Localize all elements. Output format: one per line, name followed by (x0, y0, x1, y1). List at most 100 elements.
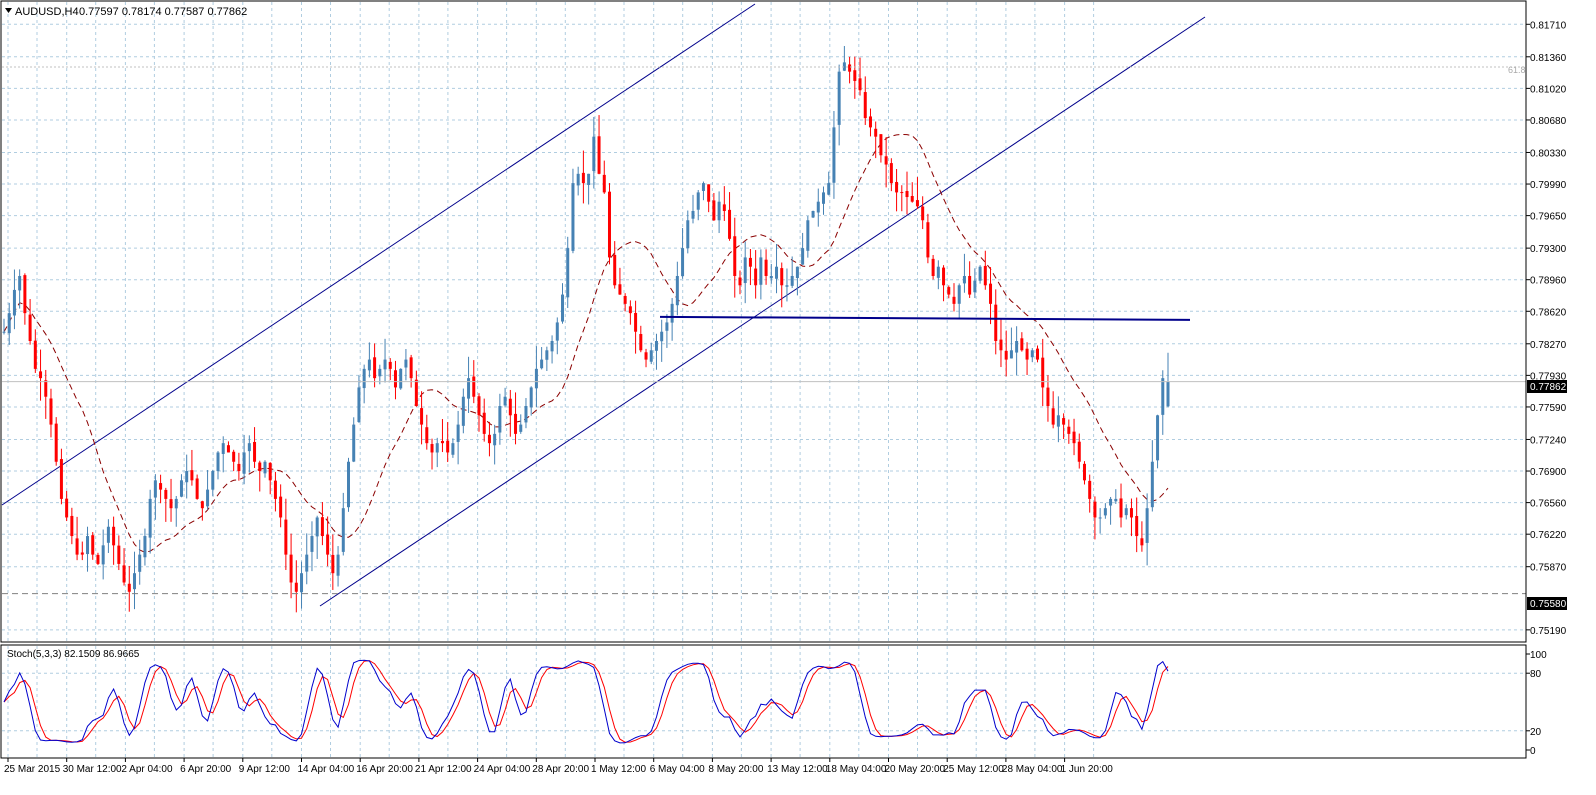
bear-candle (59, 459, 63, 499)
bull-candle (775, 266, 779, 279)
bear-candle (1093, 501, 1097, 518)
price-tick-label: 0.76560 (1530, 499, 1567, 510)
bull-candle (837, 71, 841, 125)
bear-candle (733, 236, 737, 276)
time-axis[interactable]: 25 Mar 2015 30 Mar 12:00 2 Apr 04:00 6 Apr … (4, 758, 1113, 775)
bear-candle (393, 370, 397, 388)
bear-candle (863, 92, 867, 119)
bear-candle (320, 517, 324, 537)
ohlc-values: 0.77597 0.78174 0.77587 0.77862 (79, 6, 247, 18)
time-tick-label: 30 Mar 12:00 (63, 764, 122, 775)
price-tick-label: 0.81710 (1530, 20, 1567, 31)
bear-candle (200, 501, 204, 509)
bull-candle (681, 248, 685, 277)
fibonacci-level-label: 61.8 (1508, 65, 1526, 75)
bull-candle (148, 498, 152, 538)
bull-candle (216, 452, 220, 472)
bear-candle (49, 398, 53, 425)
stochastic-pane-border (0, 644, 1527, 759)
bear-candle (237, 463, 241, 472)
neckline[interactable] (659, 315, 1191, 321)
bull-candle (696, 192, 700, 210)
bear-candle (331, 554, 335, 574)
bull-candle (1030, 350, 1034, 358)
bull-candle (1098, 517, 1102, 519)
bull-candle (310, 536, 314, 552)
bear-candle (780, 268, 784, 286)
bull-candle (300, 573, 304, 593)
bull-candle (832, 127, 836, 183)
trend-channel[interactable] (1, 3, 1206, 607)
price-axis[interactable]: 0.81710 0.81360 0.81020 0.80680 0.80330 0.799… (1526, 20, 1567, 637)
dropdown-triangle-icon[interactable] (5, 8, 12, 13)
horizontal-lines[interactable] (2, 66, 1526, 595)
bull-candle (263, 461, 267, 474)
bull-candle (660, 331, 664, 342)
bull-candle (18, 275, 22, 291)
price-pane[interactable] (0, 0, 1527, 643)
bull-candle (461, 396, 465, 426)
bear-candle (33, 340, 37, 369)
bear-candle (75, 538, 79, 555)
bull-candle (1124, 508, 1128, 516)
bear-candle (628, 306, 632, 314)
bear-candle (54, 423, 58, 462)
time-tick-label: 1 Jun 20:00 (1061, 764, 1114, 775)
bear-candle (712, 200, 716, 221)
bear-candle (425, 427, 429, 444)
bull-candle (686, 220, 690, 249)
bull-candle (701, 183, 705, 191)
bear-candle (895, 181, 899, 193)
bull-candle (1161, 378, 1165, 415)
time-tick-label: 9 Apr 12:00 (239, 764, 291, 775)
bull-candle (816, 201, 820, 213)
stoch-tick-label: 0 (1530, 746, 1536, 757)
bear-candle (879, 134, 883, 156)
time-tick-label: 20 May 20:00 (885, 764, 946, 775)
stochastic-axis: 100 80 20 0 (1526, 650, 1547, 757)
bear-candle (446, 440, 450, 453)
bull-candle (305, 554, 309, 572)
bear-candle (1129, 508, 1133, 518)
bull-candle (936, 266, 940, 278)
stochastic-grid (2, 646, 1526, 757)
bear-candle (112, 526, 116, 546)
bull-candle (315, 517, 319, 537)
bull-candle (352, 424, 356, 462)
bull-candle (821, 192, 825, 204)
bear-candle (258, 462, 262, 472)
bear-candle (169, 499, 173, 509)
bear-candle (164, 489, 168, 499)
price-pane-border (0, 0, 1527, 643)
bear-candle (1140, 538, 1144, 546)
price-tick-label: 0.78270 (1530, 340, 1567, 351)
bull-candle (383, 359, 387, 370)
price-tick-label: 0.76220 (1530, 530, 1567, 541)
bull-candle (545, 350, 549, 360)
stochastic-pane[interactable] (0, 644, 1527, 759)
channel-lower-line[interactable] (319, 16, 1206, 607)
bull-candle (566, 248, 570, 298)
bear-candle (294, 582, 298, 592)
current-price-tag: 0.77862 (1527, 380, 1567, 393)
bear-candle (581, 172, 585, 184)
support-price-tag-bg (1527, 597, 1567, 610)
bear-candle (1135, 516, 1139, 537)
bear-candle (915, 200, 919, 207)
moving-average (3, 133, 1169, 553)
stoch-tick-label: 100 (1530, 650, 1547, 661)
time-tick-label: 25 Mar 2015 (4, 764, 61, 775)
price-grid (2, 2, 1526, 641)
channel-upper-line[interactable] (1, 3, 756, 506)
bear-candle (905, 191, 909, 198)
bull-candle (174, 498, 178, 509)
bear-candle (472, 376, 476, 397)
support-price-tag-label: 0.75580 (1530, 599, 1567, 610)
symbol-header: AUDUSD,H4 0.77597 0.78174 0.77587 0.7786… (5, 6, 247, 18)
bull-candle (242, 452, 246, 474)
bear-candle (289, 554, 293, 583)
bear-candle (487, 434, 491, 444)
bull-candle (1015, 341, 1019, 353)
